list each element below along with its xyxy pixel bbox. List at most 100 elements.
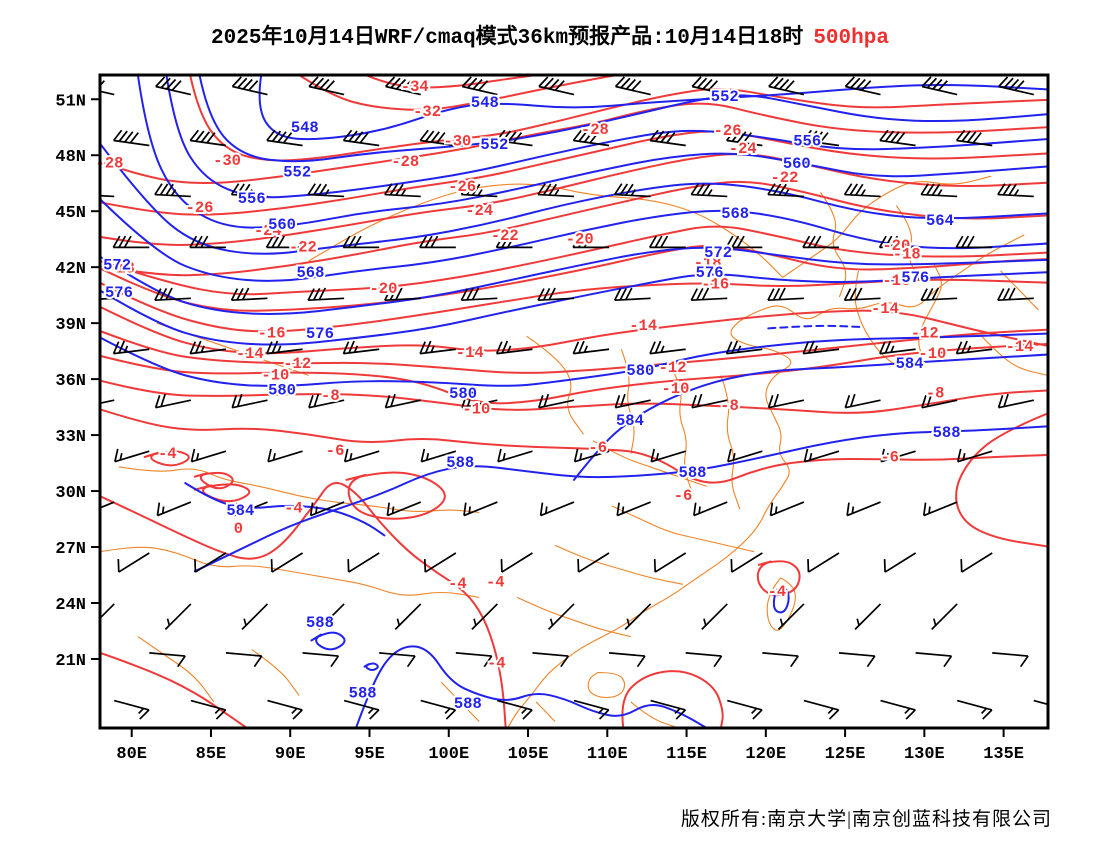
wind-barb [156, 501, 192, 517]
lat-tick-label: 24N [55, 596, 86, 615]
wind-barb [653, 552, 687, 573]
contour-label: -18 [694, 254, 722, 272]
wind-barb [190, 699, 227, 720]
wind-barb [101, 80, 115, 96]
wind-barb [532, 652, 570, 668]
contour-label: 588 [679, 464, 707, 482]
lon-tick-label: 105E [508, 745, 549, 764]
contour-label: -8 [321, 387, 340, 405]
contour-line--24 [101, 153, 1047, 246]
wind-barb [843, 287, 881, 302]
wind-barbs [101, 76, 1047, 720]
contour-label: -18 [893, 245, 921, 263]
wind-barb [154, 393, 192, 409]
wind-barb [650, 448, 686, 463]
contour-label: 568 [297, 264, 325, 282]
wind-barb [691, 393, 728, 409]
wind-barb [117, 552, 150, 573]
contour-line-568 [101, 198, 1047, 282]
wind-barb [419, 340, 456, 355]
wind-barb [883, 552, 917, 573]
contour-label: -34 [401, 78, 429, 96]
lon-tick-label: 85E [196, 745, 227, 764]
contour-label: -14 [236, 345, 264, 363]
boundary-line [720, 375, 741, 510]
contour-label: -28 [96, 155, 124, 173]
wind-barb [384, 287, 421, 302]
wind-barb [497, 699, 533, 720]
wind-barb [101, 194, 115, 198]
contour-label: -6 [880, 448, 899, 466]
contour-label: -32 [413, 103, 441, 121]
wind-barb [614, 393, 651, 409]
wind-barb [267, 448, 303, 463]
contour-line-564 [101, 143, 1047, 255]
wind-barb [572, 340, 610, 355]
contour-label: -30 [443, 132, 471, 150]
wind-barb [266, 340, 303, 355]
contour-label: 552 [711, 88, 739, 106]
contour-label: -24 [729, 140, 757, 158]
contour-label: -14 [871, 300, 899, 318]
wind-barb [802, 235, 839, 249]
contour-line-588 [772, 587, 790, 614]
wind-barb [342, 129, 380, 147]
wind-barb [725, 340, 763, 355]
contour-label: 560 [268, 216, 296, 234]
wind-barb [807, 552, 840, 573]
contour-line--26 [101, 130, 1047, 216]
wind-barb [112, 235, 150, 249]
wind-barb [302, 652, 340, 668]
temperature-contours [101, 76, 1047, 727]
contour-line-560 [137, 76, 1047, 229]
lat-tick-label: 42N [55, 260, 86, 279]
wind-barb [573, 448, 610, 463]
contour-line-588 [310, 631, 346, 651]
contour-line-584 [184, 482, 386, 537]
contour-line--20 [101, 225, 1047, 296]
wind-barb [803, 699, 840, 720]
contour-label: -22 [771, 169, 799, 187]
contour-label: -20 [369, 280, 397, 298]
wind-barb [690, 183, 728, 198]
wind-barb [649, 340, 686, 355]
wind-barb [624, 603, 652, 630]
wind-barb [547, 603, 575, 630]
wind-barb [691, 76, 728, 96]
contour-label: -20 [882, 237, 910, 255]
wind-barb [879, 129, 916, 147]
wind-barb [309, 501, 345, 517]
longitude-axis: 80E 85E 90E 95E 100E 105E 110E 115E 120E 125E 130E… [116, 728, 1024, 764]
wind-barb [384, 393, 421, 409]
wind-barb [650, 699, 687, 720]
title-text: 2025年10月14日WRF/cmaq模式36km预报产品:10月14日18时 [211, 27, 804, 50]
contour-label: 588 [349, 685, 377, 703]
contour-line-548 [258, 76, 1047, 141]
contour-label: 0 [234, 520, 243, 538]
wind-barb [114, 448, 150, 463]
contour-label: 584 [616, 412, 644, 430]
boundary-line [1000, 270, 1039, 311]
wind-barb [960, 552, 993, 573]
wind-barb [385, 76, 421, 96]
contour-label: -22 [491, 227, 519, 245]
wind-barb [880, 699, 916, 720]
lat-tick-label: 27N [55, 540, 86, 559]
wind-barb [379, 652, 416, 668]
wind-barb [384, 183, 421, 198]
contour-label: 580 [449, 385, 477, 403]
wind-barb [685, 652, 723, 668]
wind-barb [955, 340, 993, 355]
boundary-line [440, 681, 480, 722]
contour-line--22 [101, 180, 1047, 277]
contour-line--4 [101, 652, 248, 727]
contour-line--6 [193, 471, 234, 490]
lat-tick-label: 45N [55, 204, 86, 223]
contour-line-572 [101, 246, 1047, 315]
contour-label: -6 [326, 442, 345, 460]
contour-label: -28 [581, 121, 609, 139]
lon-tick-label: 100E [428, 745, 469, 764]
wind-barb [879, 340, 916, 355]
wind-barb [231, 76, 268, 96]
wind-barb [114, 699, 150, 720]
